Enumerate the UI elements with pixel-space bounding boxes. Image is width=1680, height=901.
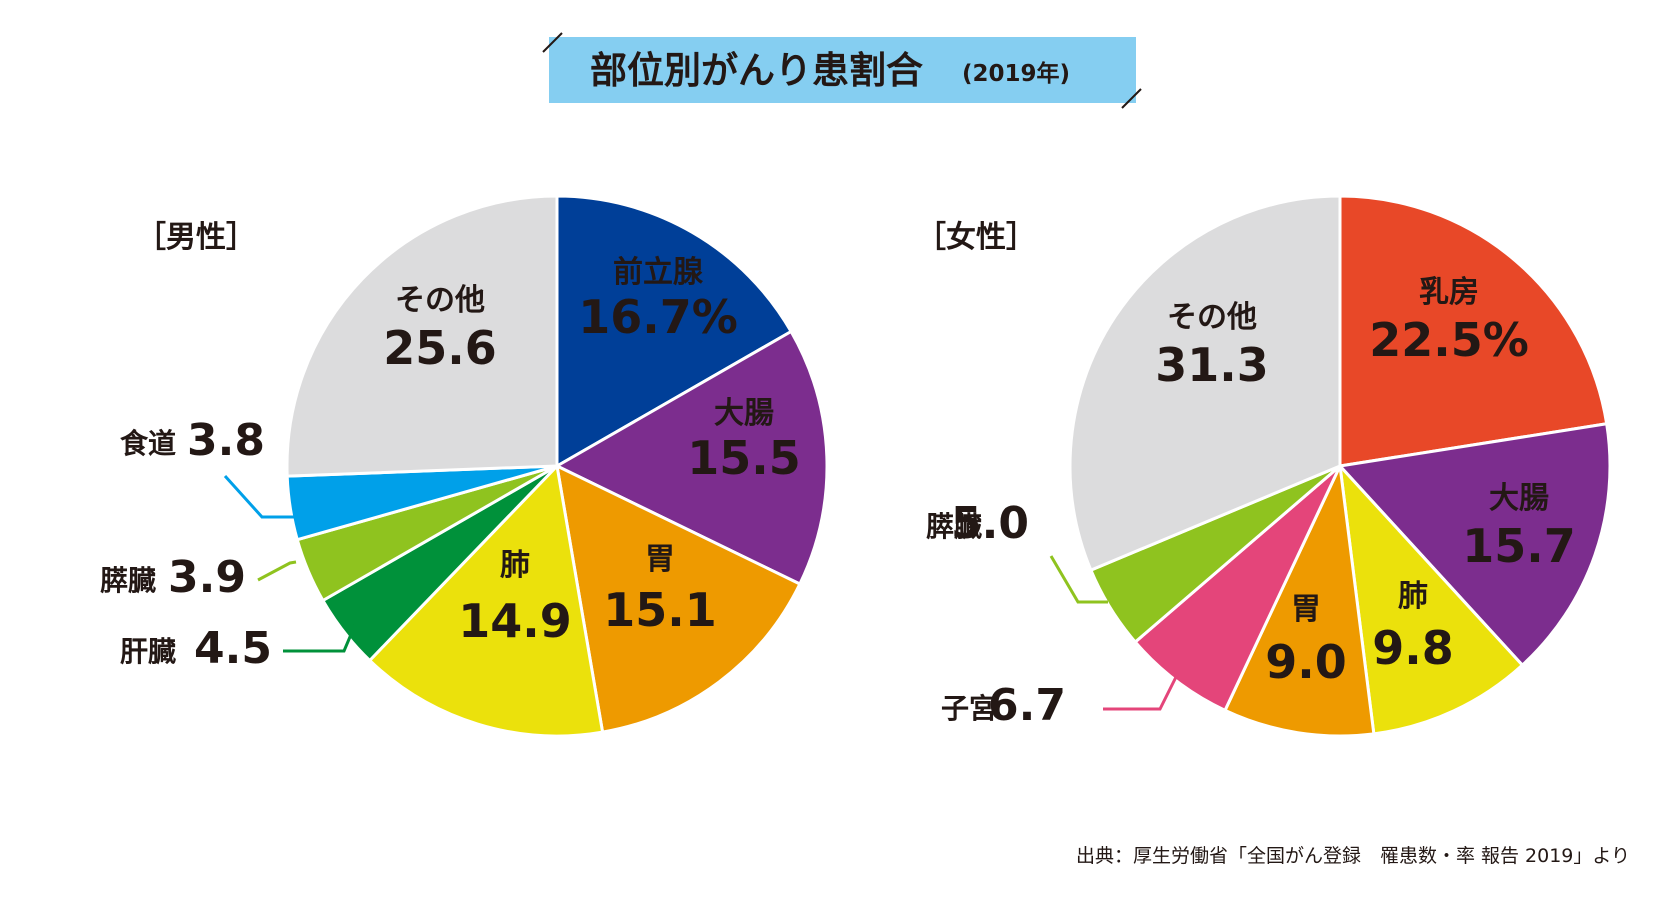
male-slice-label-0: 前立腺 [613,255,704,290]
female-slice-label-6: その他 [1167,300,1257,335]
female-slice-value-6: 31.3 [1155,338,1269,392]
female-slice-label-0: 乳房 [1419,275,1479,310]
male-slice-2 [555,464,802,734]
title-background [549,37,1136,103]
male-slice-label-2: 胃 [645,542,675,577]
male-leader-line-5 [257,560,297,582]
female-slice-label-2: 肺 [1398,579,1428,614]
title-year: (2019年) [962,60,1070,87]
title-banner: 部位別がんり患割合 (2019年) [542,32,1142,109]
male-slice-label-5: 膵臓 [100,564,156,597]
male-slice-label-1: 大腸 [714,396,774,431]
title-main: 部位別がんり患割合 [590,49,923,92]
male-slice-0 [555,194,793,468]
male-pie-slices [285,194,829,738]
male-leader-lines [223,474,357,653]
male-slice-value-3: 14.9 [458,594,572,648]
male-slice-value-7: 25.6 [383,321,497,375]
female-slice-label-1: 大腸 [1489,481,1549,516]
male-slice-value-5: 3.9 [168,552,246,603]
title-slash-left [542,32,563,53]
female-leader-line-5 [1049,555,1108,604]
male-slice-value-0: 16.7% [578,290,738,344]
female-leader-lines [1049,555,1180,711]
title-slash-right [1121,88,1142,109]
male-leader-line-6 [223,474,295,519]
female-slice-label-4: 子宮 [941,692,997,725]
male-slice-1 [555,329,829,586]
male-slice-label-7: その他 [395,283,485,318]
female-slice-0 [1338,194,1609,468]
female-slice-value-5: 5.0 [951,498,1029,549]
female-slice-label-3: 胃 [1291,592,1321,627]
male-slice-value-6: 3.8 [187,415,265,466]
male-slice-label-3: 肺 [500,548,530,583]
source-note: 出典：厚生労働省「全国がん登録 罹患数・率 報告 2019」より [1076,845,1630,867]
male-slice-value-1: 15.5 [687,431,801,485]
female-chart-title: ［女性］ [916,220,1036,255]
male-slice-label-4: 肝臓 [120,635,176,668]
male-slice-value-4: 4.5 [194,623,272,674]
female-slice-6 [1068,194,1342,572]
female-slice-3 [1223,464,1376,738]
female-slice-value-4: 6.7 [988,680,1066,731]
female-slice-1 [1338,422,1612,667]
male-slice-value-2: 15.1 [603,583,717,637]
female-slice-4 [1133,464,1342,712]
female-slice-label-5: 膵臓 [926,510,982,543]
female-slice-value-2: 9.8 [1372,621,1454,675]
female-leader-line-4 [1103,672,1180,711]
female-slice-value-1: 15.7 [1462,519,1576,573]
female-slice-value-3: 9.0 [1265,635,1347,689]
female-pie-slices [1068,194,1612,738]
male-leader-line-4 [283,624,357,653]
male-chart-title: ［男性］ [136,220,256,255]
male-slice-7 [285,194,559,478]
male-slice-3 [368,464,605,738]
female-slice-value-0: 22.5% [1369,313,1529,367]
female-slice-2 [1338,464,1524,736]
male-slice-label-6: 食道 [120,427,176,460]
